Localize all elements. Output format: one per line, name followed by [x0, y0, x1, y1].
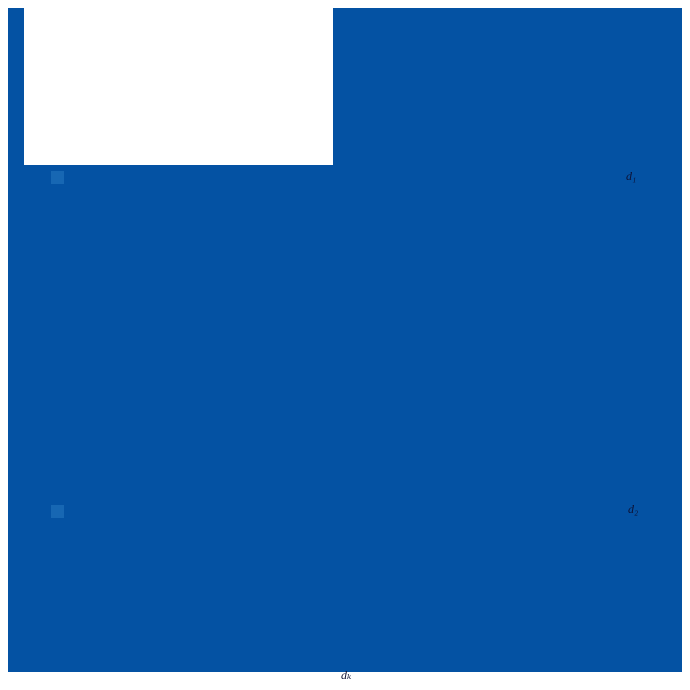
label-bottom-center: dₖ: [341, 668, 352, 682]
label-right-bottom: d₂: [628, 502, 639, 516]
highlight-square-1: [51, 171, 64, 184]
label-right-top: d₁: [626, 169, 637, 183]
highlight-square-2: [51, 505, 64, 518]
white-panel-cutout: [24, 8, 333, 165]
